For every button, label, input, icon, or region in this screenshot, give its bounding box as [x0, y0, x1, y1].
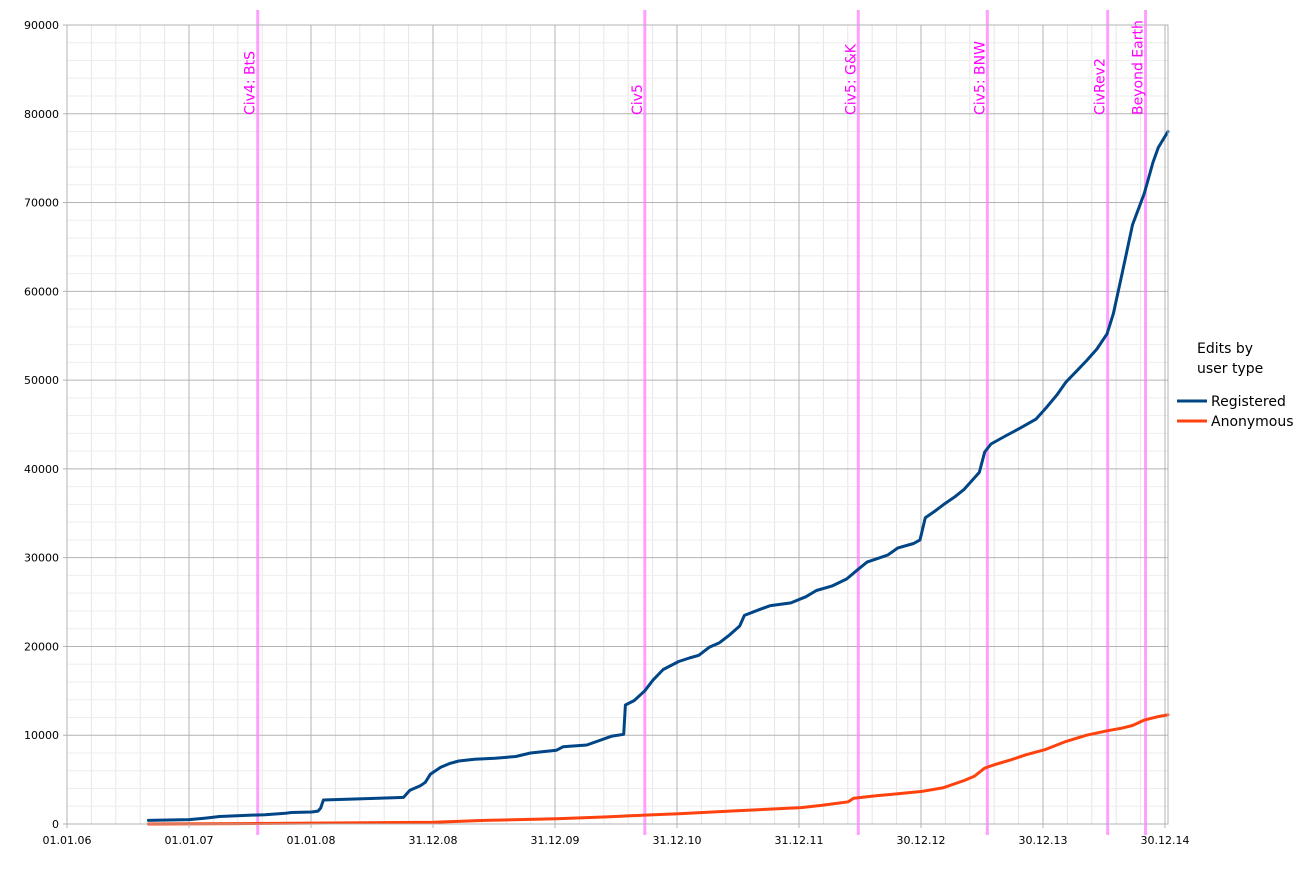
event-markers: Civ4: BtS Civ5 Civ5: G&K Civ5: BNW CivRev2 Be… [243, 10, 1148, 835]
x-tick-label: 31.12.08 [409, 834, 458, 847]
data-series [146, 130, 1170, 826]
x-tick-label: 31.12.10 [652, 834, 701, 847]
x-tick-label: 30.12.12 [896, 834, 945, 847]
legend-label: Registered [1211, 394, 1286, 410]
y-tick-label: 0 [52, 818, 59, 831]
series-line-registered [146, 130, 1170, 822]
y-tick-label: 30000 [24, 552, 59, 565]
event-label: Civ5: G&K [843, 43, 859, 115]
x-tick-label: 30.12.13 [1018, 834, 1067, 847]
plot-frame [66, 24, 1169, 825]
minor-gridlines [67, 25, 1168, 824]
x-tick-label: 01.01.06 [43, 834, 92, 847]
legend: Edits by user type Registered Anonymous [1177, 341, 1294, 430]
y-tick-label: 80000 [24, 108, 59, 121]
y-tick-label: 60000 [24, 285, 59, 298]
x-tick-label: 01.01.08 [287, 834, 336, 847]
y-tick-label: 20000 [24, 640, 59, 653]
legend-label: Anonymous [1211, 414, 1294, 430]
y-tick-label: 70000 [24, 197, 59, 210]
x-tick-label: 01.01.07 [165, 834, 214, 847]
event-label: Civ5: BNW [972, 41, 988, 115]
series-line-anonymous [146, 713, 1170, 826]
y-tick-label: 10000 [24, 729, 59, 742]
legend-title-line-1: Edits by [1197, 341, 1253, 357]
event-label: CivRev2 [1093, 58, 1109, 115]
event-label: Civ4: BtS [243, 51, 259, 115]
y-tick-label: 50000 [24, 374, 59, 387]
major-gridlines [66, 24, 1168, 825]
x-tick-label: 31.12.09 [531, 834, 580, 847]
x-tick-label: 31.12.11 [774, 834, 823, 847]
axes [66, 24, 1169, 825]
event-label: Beyond Earth [1131, 20, 1147, 115]
event-label: Civ5 [630, 84, 646, 115]
legend-title-line-2: user type [1197, 361, 1263, 377]
x-axis-ticks: 01.01.06 01.01.07 01.01.08 31.12.08 31.12.09… [43, 824, 1189, 847]
y-tick-label: 90000 [24, 19, 59, 32]
y-axis-ticks: 0 10000 20000 30000 40000 50000 60000 70000 8000… [24, 19, 67, 831]
y-tick-label: 40000 [24, 463, 59, 476]
x-tick-label: 30.12.14 [1140, 834, 1189, 847]
